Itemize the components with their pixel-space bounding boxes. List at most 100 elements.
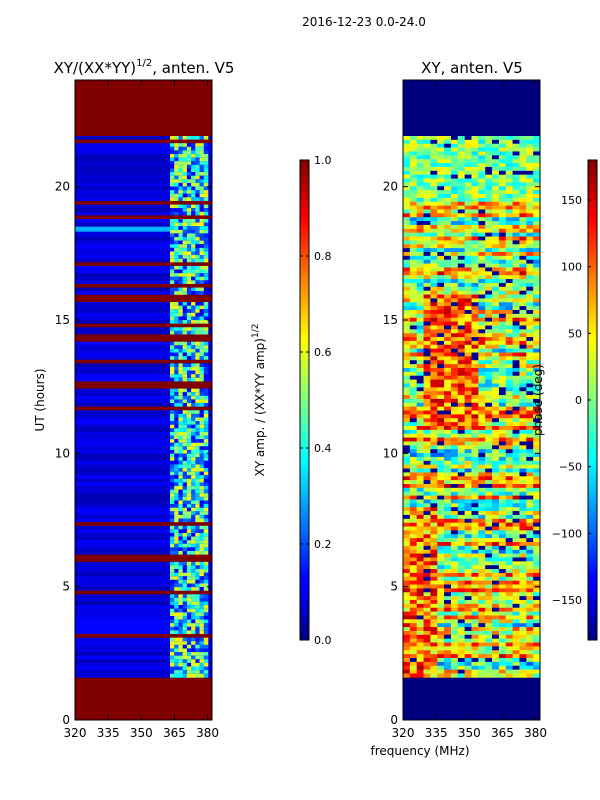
phase-cell <box>533 139 541 145</box>
phase-cell <box>430 290 438 295</box>
phase-cell <box>471 360 479 365</box>
amplitude-cell <box>203 655 209 660</box>
phase-cell <box>478 213 486 218</box>
amplitude-cell <box>191 146 196 151</box>
phase-cell <box>505 580 513 585</box>
phase-cell <box>519 456 527 462</box>
phase-cell <box>485 526 493 531</box>
phase-cell <box>403 255 411 261</box>
phase-cell <box>478 565 486 570</box>
phase-cell <box>450 630 459 636</box>
amplitude-cell <box>182 265 188 270</box>
amplitude-cell <box>195 601 200 606</box>
phase-cell <box>430 565 438 570</box>
phase-cell <box>512 588 520 593</box>
phase-cell <box>403 580 411 585</box>
colorbar-tick-label: −150 <box>552 594 582 607</box>
phase-cell <box>471 205 479 210</box>
amplitude-cell <box>186 619 192 624</box>
amplitude-cell <box>191 666 196 671</box>
amplitude-row <box>75 655 212 660</box>
phase-cell <box>403 329 411 334</box>
amplitude-cell <box>170 507 175 512</box>
phase-cell <box>409 426 417 431</box>
amplitude-cell <box>178 327 183 332</box>
phase-cell <box>512 584 520 589</box>
phase-cell <box>403 499 411 504</box>
phase-cell <box>471 484 479 489</box>
phase-cell <box>450 673 459 678</box>
amplitude-cell <box>191 366 196 371</box>
phase-cell <box>464 449 472 454</box>
phase-cell <box>533 402 541 408</box>
phase-cell <box>485 445 493 450</box>
phase-cell <box>498 255 507 261</box>
amplitude-cell <box>186 569 192 574</box>
phase-cell <box>533 344 541 350</box>
amplitude-cell <box>182 644 188 649</box>
phase-cell <box>533 232 541 237</box>
y-tick-label: 20 <box>383 180 398 194</box>
amplitude-cell <box>199 471 205 476</box>
phase-cell <box>430 329 438 334</box>
phase-cell <box>471 487 479 493</box>
amplitude-cell <box>174 670 179 675</box>
phase-cell <box>492 526 500 531</box>
phase-cell <box>505 406 513 411</box>
phase-cell <box>416 542 424 547</box>
phase-cell <box>533 499 541 504</box>
phase-cell <box>512 565 520 570</box>
phase-cell <box>498 491 507 496</box>
amplitude-row <box>75 359 212 364</box>
amplitude-cell <box>203 489 209 494</box>
phase-cell <box>403 619 411 624</box>
phase-cell <box>492 569 500 574</box>
phase-cell <box>430 163 438 168</box>
amplitude-cell <box>182 146 188 151</box>
amplitude-cell <box>170 370 175 375</box>
amplitude-cell <box>178 164 183 169</box>
amplitude-cell <box>191 612 196 617</box>
phase-cell <box>437 569 445 574</box>
phase-cell <box>437 503 445 508</box>
phase-cell <box>485 310 493 315</box>
phase-cell <box>423 627 431 632</box>
amplitude-cell <box>195 136 200 141</box>
phase-cell <box>457 356 465 361</box>
amplitude-cell <box>182 655 188 660</box>
phase-cell <box>526 259 534 264</box>
phase-cell <box>478 279 486 284</box>
amplitude-cell <box>174 388 179 393</box>
amplitude-cell <box>170 356 175 361</box>
phase-cell <box>533 248 541 253</box>
phase-cell <box>437 592 445 597</box>
phase-cell <box>471 623 479 628</box>
phase-cell <box>423 252 431 257</box>
phase-cell <box>533 673 541 678</box>
phase-cell <box>519 557 527 562</box>
phase-cell <box>498 379 507 384</box>
phase-cell <box>485 263 493 268</box>
phase-cell <box>492 588 500 593</box>
phase-cell <box>512 356 520 361</box>
phase-cell <box>485 387 493 392</box>
amplitude-cell <box>182 403 188 408</box>
amplitude-cell <box>182 619 188 624</box>
amplitude-cell <box>191 136 196 141</box>
phase-cell <box>471 634 479 640</box>
phase-cell <box>512 375 520 380</box>
amplitude-cell <box>195 233 200 238</box>
phase-cell <box>444 476 452 481</box>
amplitude-cell <box>182 164 188 169</box>
phase-cell <box>437 302 445 307</box>
phase-cell <box>464 282 472 288</box>
amplitude-cell <box>178 500 183 505</box>
phase-cell <box>485 325 493 330</box>
amplitude-cell <box>199 374 205 379</box>
phase-cell <box>471 511 479 516</box>
amplitude-cell <box>186 565 192 570</box>
phase-cell <box>478 441 486 446</box>
amplitude-row <box>75 565 212 570</box>
phase-cell <box>450 279 459 284</box>
phase-cell <box>505 136 513 141</box>
